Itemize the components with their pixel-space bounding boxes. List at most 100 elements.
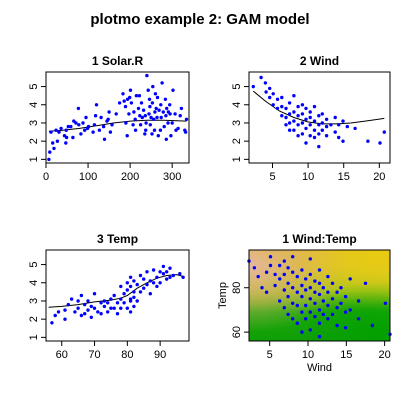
temp-data-point [132, 295, 136, 299]
wind-temp-data-point [339, 301, 343, 305]
solar-data-point [140, 115, 144, 120]
wind-data-point [271, 103, 275, 107]
temp-data-point [135, 299, 139, 303]
wind-data-point [345, 124, 349, 129]
temp-data-point [69, 297, 74, 301]
temp-panel-title: 3 Temp [97, 232, 138, 246]
temp-data-point [79, 293, 84, 298]
wind-data-point [308, 123, 312, 127]
temp-data-point [106, 301, 110, 305]
wind-temp-data-point [291, 317, 295, 321]
wind-data-point [320, 112, 324, 116]
solar-data-point [129, 101, 134, 105]
solar-data-point [150, 132, 154, 136]
wind-temp-data-point [295, 290, 299, 294]
wind-data-point [317, 123, 321, 127]
wind-temp-data-point [282, 259, 286, 263]
wind-temp-data-point [291, 286, 295, 290]
temp-data-point [128, 275, 133, 279]
temp-data-point [165, 277, 169, 281]
wind-data-point [312, 135, 317, 140]
wind-data-point [317, 144, 321, 149]
solar-data-point [133, 117, 137, 122]
wind-data-point [300, 112, 305, 116]
temp-data-point [168, 275, 172, 279]
temp-data-point [138, 290, 143, 294]
solar-data-point [51, 141, 55, 145]
temp-data-point [119, 284, 123, 289]
temp-data-point [165, 270, 169, 274]
solar-data-point [144, 121, 148, 125]
solar-data-point [79, 132, 83, 136]
wind-temp-plot-frame [248, 249, 391, 342]
wind-data-point [296, 123, 300, 127]
wind-data-point [366, 139, 370, 143]
solar-data-point [154, 106, 158, 111]
temp-data-point [155, 284, 159, 289]
temp-data-point [128, 299, 133, 303]
solar-data-point [165, 106, 169, 111]
solar-data-point [160, 81, 164, 85]
wind-data-point [304, 117, 308, 122]
solar-data-point [69, 124, 73, 129]
wind-temp-data-point [308, 286, 312, 290]
wind-temp-data-point [278, 299, 282, 303]
solar-data-point [106, 117, 110, 122]
wind-data-point [280, 104, 284, 109]
wind-data-point [287, 128, 292, 132]
panel-temp: 3 Temp 60 70 80 90 1 2 3 4 5 [28, 232, 190, 361]
solar-plot-frame [45, 71, 190, 164]
temp-data-point [56, 310, 61, 314]
wind-data-point [280, 95, 284, 100]
temp-data-point [89, 304, 94, 309]
wind-temp-data-point [308, 328, 312, 332]
solar-data-point [134, 94, 139, 98]
wind-y-tick-label: 4 [231, 102, 243, 108]
temp-data-point [125, 306, 129, 310]
solar-data-point [155, 95, 160, 100]
temp-data-point [76, 306, 80, 310]
wind-temp-data-point [326, 303, 330, 308]
solar-data-point [150, 101, 155, 105]
wind-y-tick-label: 5 [231, 83, 243, 89]
wind-data-point [284, 115, 288, 120]
wind-temp-data-point [282, 272, 286, 277]
wind-plot-frame [248, 71, 391, 164]
wind-temp-data-point [295, 274, 299, 279]
wind-temp-data-point [295, 303, 299, 308]
wind-temp-data-point [304, 303, 308, 308]
temp-data-point [66, 302, 71, 307]
solar-x-tick-label: 0 [43, 171, 49, 183]
wind-temp-data-point [295, 321, 299, 325]
wind-data-point [320, 128, 324, 132]
temp-data-point [115, 312, 120, 316]
wind-data-point [287, 121, 292, 125]
solar-y-tick-label: 1 [28, 156, 40, 162]
wind-data-point [304, 106, 308, 111]
wind-data-point [337, 123, 341, 127]
wind-data-point [341, 119, 345, 123]
solar-data-point [125, 134, 129, 138]
temp-data-point [145, 282, 149, 287]
wind-temp-data-point [282, 288, 286, 292]
wind-data-point [378, 141, 382, 145]
wind-temp-data-point [356, 299, 361, 303]
wind-temp-data-point [326, 290, 330, 294]
solar-data-point [64, 128, 68, 132]
temp-data-point [132, 304, 136, 309]
wind-y-tick-label: 1 [231, 156, 243, 162]
temp-data-point [96, 310, 100, 314]
wind-data-point [271, 92, 275, 96]
wind-x-tick-label: 15 [338, 171, 350, 183]
wind-data-point [308, 115, 312, 120]
wind-data-point [296, 104, 300, 109]
wind-temp-data-point [260, 286, 264, 290]
solar-data-point [102, 137, 107, 141]
wind-data-point [280, 114, 284, 118]
wind-temp-x-tick-label: 20 [379, 349, 391, 361]
solar-data-point [184, 117, 189, 122]
solar-data-point [81, 121, 85, 125]
wind-temp-data-point [335, 306, 339, 310]
wind-temp-data-point [313, 290, 317, 294]
